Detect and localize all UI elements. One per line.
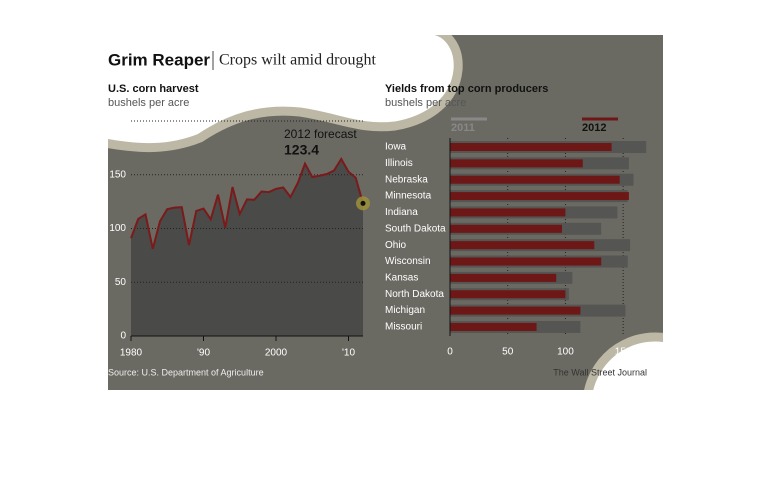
x-tick-label: 1980 [120,348,143,359]
point [360,200,366,206]
top-blob [108,35,463,153]
category-label: Wisconsin [385,256,431,267]
credit: The Wall Street Journal [553,367,647,377]
bar [450,224,562,233]
bar [450,192,629,201]
line [130,156,364,250]
y-tick-label: 50 [115,277,127,288]
bar [450,175,620,184]
bar [450,306,581,315]
bar [450,322,537,331]
annotation-value: 123.4 [284,142,319,158]
category-label: Illinois [385,158,413,169]
decoration [108,35,663,390]
subtitle: Crops wilt amid drought [219,52,376,69]
bar [450,290,566,299]
category-label: Minnesota [385,191,432,202]
x-tick-label: '10 [342,348,355,359]
corner-blob [584,332,663,390]
area [131,158,363,336]
category-label: Michigan [385,305,425,316]
category-label: Iowa [385,142,407,153]
category-label: South Dakota [385,223,446,234]
y-tick-label: 200 [109,116,126,127]
chart-title: Yields from top corn producers [385,83,548,95]
x-tick-label: 2000 [265,348,288,359]
chart-subtitle: bushels per acre [108,97,189,109]
category-label: Ohio [385,240,407,251]
annotation: 2012 forecast [284,127,357,141]
y-tick-label: 100 [109,223,126,234]
bar [450,159,583,168]
x-tick-label: 0 [447,347,453,358]
category-label: Kansas [385,273,418,284]
bar [450,257,602,266]
chart-title: U.S. corn harvest [108,83,199,95]
bar [450,143,612,151]
bar [450,273,557,282]
y-tick-label: 150 [109,169,126,180]
legend-label: 2011 [451,122,475,134]
category-label: North Dakota [385,289,444,300]
x-tick-label: 50 [502,347,514,358]
x-tick-label: 100 [557,347,574,358]
title: Grim Reaper [108,50,210,69]
y-tick-label: 0 [120,331,126,342]
category-label: Missouri [385,322,422,333]
legend-label: 2012 [582,122,606,134]
bar [450,208,566,217]
source: Source: U.S. Department of Agriculture [108,367,264,377]
chart-subtitle: bushels per acre [385,97,466,109]
x-tick-label: '90 [197,348,210,359]
x-tick-label: 150 [615,347,632,358]
bar [450,241,595,250]
category-label: Indiana [385,207,418,218]
category-label: Nebraska [385,174,428,185]
